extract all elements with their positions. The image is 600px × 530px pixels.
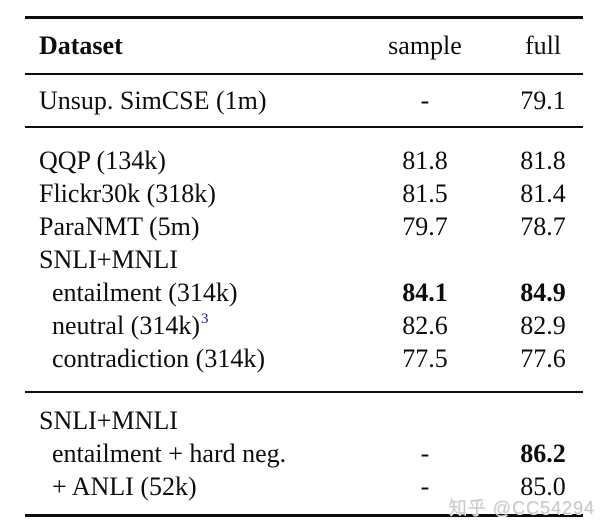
full-value-cell: 85.0: [520, 472, 566, 501]
sample-value-cell: 77.5: [402, 344, 448, 373]
table-row: contradiction (314k) 77.5 77.6: [25, 342, 583, 375]
table-row: SNLI+MNLI: [25, 404, 583, 437]
dataset-cell: entailment + hard neg.: [52, 439, 287, 468]
table-row: QQP (134k) 81.8 81.8: [25, 144, 583, 177]
sample-value-cell: 81.5: [402, 179, 448, 208]
sample-value-cell: 79.7: [402, 212, 448, 241]
dataset-cell: QQP (134k): [39, 146, 166, 175]
dataset-cell: + ANLI (52k): [52, 472, 197, 501]
full-value-cell: 77.6: [520, 344, 566, 373]
table-row: SNLI+MNLI: [25, 243, 583, 276]
full-value-cell: 81.4: [520, 179, 566, 208]
full-value-cell: 79.1: [520, 86, 566, 115]
table-section: SNLI+MNLI entailment + hard neg. -86.2 + AN…: [25, 393, 583, 514]
table-row: ParaNMT (5m) 79.7 78.7: [25, 210, 583, 243]
sample-value-cell: -: [420, 439, 430, 468]
column-header-full: full: [524, 31, 562, 60]
dataset-cell: SNLI+MNLI: [39, 245, 178, 274]
full-value-cell: 86.2: [520, 439, 566, 468]
table-header-row: Dataset sample full: [25, 19, 583, 75]
full-value-cell: 84.9: [520, 278, 566, 307]
table-row: Unsup. SimCSE (1m) - 79.1: [25, 84, 583, 117]
table-section: Unsup. SimCSE (1m) - 79.1: [25, 75, 583, 128]
sample-value-cell: 84.1: [402, 278, 448, 307]
dataset-cell: Flickr30k (318k): [39, 179, 216, 208]
dataset-cell: contradiction (314k): [52, 344, 265, 373]
table-row: neutral (314k)3 82.6 82.9: [25, 309, 583, 342]
full-value-cell: 82.9: [520, 311, 566, 340]
sample-value-cell: -: [420, 472, 430, 501]
table-row: entailment + hard neg. - 86.2: [25, 437, 583, 470]
dataset-cell: entailment (314k): [52, 278, 238, 307]
footnote-ref[interactable]: 3: [201, 311, 209, 328]
full-value-cell: 78.7: [520, 212, 566, 241]
column-header-dataset: Dataset: [39, 31, 123, 60]
dataset-cell: ParaNMT (5m): [39, 212, 200, 241]
full-value-cell: 81.8: [520, 146, 566, 175]
table-row: entailment (314k) 84.1 84.9: [25, 276, 583, 309]
column-header-sample: sample: [388, 31, 462, 60]
watermark: 知乎 @CC54294: [448, 498, 595, 518]
sample-value-cell: 81.8: [402, 146, 448, 175]
dataset-cell: SNLI+MNLI: [39, 406, 178, 435]
table-row: + ANLI (52k) - 85.0: [25, 470, 583, 503]
dataset-cell: Unsup. SimCSE (1m): [39, 86, 267, 115]
table-section: QQP (134k) 81.8 81.8 Flickr30k (318k) 81.5 81…: [25, 128, 583, 393]
table-body: Unsup. SimCSE (1m) - 79.1 QQP (134k) 81.8 81.…: [25, 75, 583, 514]
results-table: Dataset sample full Unsup. SimCSE (1m) - 7…: [25, 16, 583, 517]
sample-value-cell: -: [420, 86, 430, 115]
sample-value-cell: 82.6: [402, 311, 448, 340]
dataset-cell: neutral (314k)3: [52, 311, 209, 340]
table-row: Flickr30k (318k) 81.5 81.4: [25, 177, 583, 210]
